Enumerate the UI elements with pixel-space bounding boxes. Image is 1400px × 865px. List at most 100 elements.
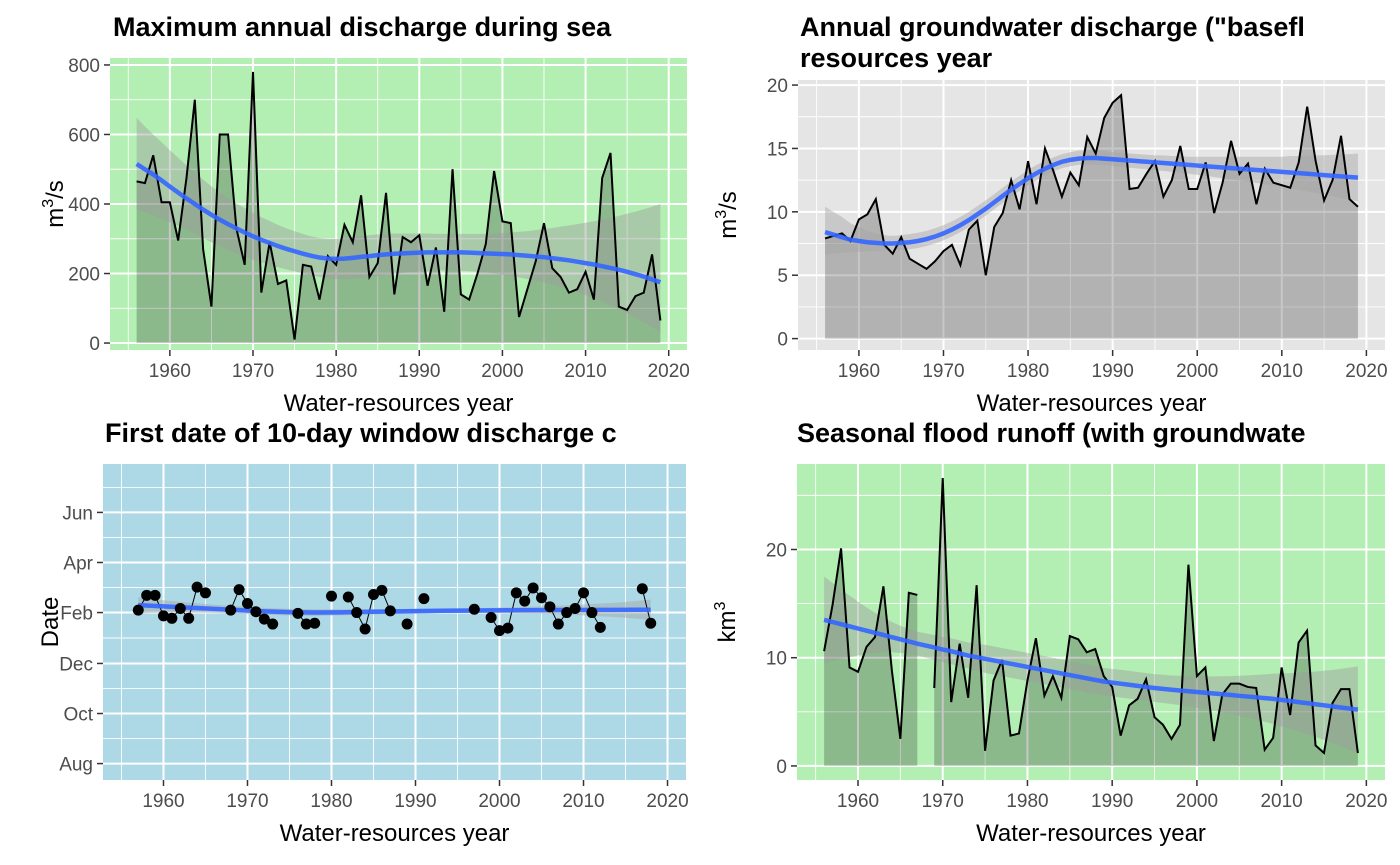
x-tick-label: 1960 bbox=[838, 361, 880, 382]
x-tick-label: 1990 bbox=[398, 361, 440, 382]
y-tick-label: 600 bbox=[68, 125, 100, 146]
data-point bbox=[468, 603, 480, 615]
data-point bbox=[300, 618, 312, 630]
panel-title-group: Maximum annual discharge during sea bbox=[113, 12, 612, 42]
panel-title: First date of 10-day window discharge c bbox=[105, 418, 617, 448]
plot-background bbox=[103, 464, 686, 780]
data-point bbox=[258, 613, 270, 625]
y-tick-label: 200 bbox=[68, 265, 100, 286]
x-tick-label: 1960 bbox=[142, 791, 184, 812]
x-tick-label: 2000 bbox=[1176, 361, 1218, 382]
y-tick-label: 400 bbox=[68, 195, 100, 216]
x-tick-label: 2010 bbox=[562, 791, 604, 812]
data-point bbox=[485, 611, 497, 623]
x-tick-label: 2010 bbox=[564, 361, 606, 382]
y-axis-title-rest: /s bbox=[715, 191, 742, 210]
data-area bbox=[136, 71, 661, 344]
y-tick-label: 20 bbox=[766, 540, 787, 561]
data-point bbox=[536, 592, 548, 604]
x-axis-title: Water-resources year bbox=[977, 390, 1207, 417]
data-point bbox=[351, 607, 363, 619]
y-axis-title-sup: 3 bbox=[712, 601, 729, 610]
data-point bbox=[309, 617, 321, 629]
data-point bbox=[384, 605, 396, 617]
x-tick-label: 2000 bbox=[481, 361, 523, 382]
y-tick-label: 0 bbox=[776, 757, 787, 778]
x-tick-label: 2020 bbox=[1345, 361, 1387, 382]
y-tick-label: 15 bbox=[767, 139, 788, 160]
panel-title-group: Annual groundwater discharge ("baseflres… bbox=[800, 12, 1305, 73]
data-point bbox=[561, 607, 573, 619]
x-tick-label: 2000 bbox=[478, 791, 520, 812]
y-axis-title-sup: 3 bbox=[40, 199, 57, 208]
data-area bbox=[934, 478, 1358, 766]
panel-title: Maximum annual discharge during sea bbox=[113, 12, 612, 42]
x-tick-label: 2000 bbox=[1176, 791, 1218, 812]
panel-1: 0 200 400 600 800 1960 1970 1980 1990 2000 2010 202… bbox=[40, 12, 690, 417]
x-tick-label: 1990 bbox=[394, 791, 436, 812]
x-tick-label: 1980 bbox=[1007, 361, 1049, 382]
trend-line bbox=[135, 162, 662, 285]
data-point bbox=[645, 617, 657, 629]
x-axis-title: Water-resources year bbox=[280, 820, 510, 847]
data-point bbox=[141, 589, 153, 601]
data-point bbox=[225, 604, 237, 616]
data-point bbox=[241, 598, 253, 610]
data-point bbox=[183, 612, 195, 624]
x-tick-label: 1970 bbox=[922, 361, 964, 382]
y-axis-title-base: m bbox=[42, 208, 69, 228]
y-tick-label: Feb bbox=[60, 604, 93, 625]
x-tick-label: 1970 bbox=[922, 791, 964, 812]
data-point bbox=[342, 591, 354, 603]
panel-4: 0 10 20 1960 1970 1980 1990 2000 2010 2020 Water-r… bbox=[712, 418, 1388, 847]
x-axis-title: Water-resources year bbox=[976, 820, 1206, 847]
x-tick-label: 2010 bbox=[1261, 361, 1303, 382]
data-point bbox=[174, 602, 186, 614]
y-tick-label: 5 bbox=[777, 266, 788, 287]
confidence-band bbox=[824, 576, 1358, 753]
trend-line bbox=[824, 155, 1359, 246]
x-tick-label: 1960 bbox=[837, 791, 879, 812]
data-line bbox=[824, 93, 1359, 276]
data-area bbox=[825, 95, 1358, 339]
data-point bbox=[418, 593, 430, 605]
data-point bbox=[367, 589, 379, 601]
data-point bbox=[494, 625, 506, 637]
data-point bbox=[325, 590, 337, 602]
data-point bbox=[149, 589, 161, 601]
panel-title-group: First date of 10-day window discharge c bbox=[105, 418, 617, 448]
x-tick-label: 1970 bbox=[232, 361, 274, 382]
data-point bbox=[157, 610, 169, 622]
x-tick-label: 2020 bbox=[1345, 791, 1387, 812]
y-tick-label: 0 bbox=[89, 334, 100, 355]
x-tick-label: 2010 bbox=[1260, 791, 1302, 812]
data-point bbox=[594, 621, 606, 633]
x-tick-label: 1960 bbox=[149, 361, 191, 382]
x-axis-title: Water-resources year bbox=[284, 390, 514, 417]
y-tick-label: 10 bbox=[766, 649, 787, 670]
y-axis-title-sup: 3 bbox=[713, 210, 730, 219]
data-point bbox=[401, 618, 413, 630]
data-line bbox=[641, 588, 652, 624]
data-point bbox=[552, 618, 564, 630]
y-axis-title-rest: /s bbox=[42, 180, 69, 199]
data-point bbox=[191, 581, 203, 593]
data-point bbox=[376, 584, 388, 596]
y-tick-label: 10 bbox=[767, 203, 788, 224]
data-point bbox=[292, 607, 304, 619]
x-tick-label: 1980 bbox=[310, 791, 352, 812]
panel-title: Annual groundwater discharge ("basefl bbox=[800, 12, 1305, 42]
data-point bbox=[544, 601, 556, 613]
data-point bbox=[233, 584, 245, 596]
panel-title-group: Seasonal flood runoff (with groundwate bbox=[797, 418, 1305, 448]
x-tick-label: 1980 bbox=[315, 361, 357, 382]
y-tick-label: Jun bbox=[62, 503, 93, 524]
data-line bbox=[136, 71, 662, 340]
x-tick-label: 1990 bbox=[1092, 361, 1134, 382]
y-tick-label: 20 bbox=[767, 76, 788, 97]
data-point bbox=[502, 622, 514, 634]
data-line bbox=[823, 548, 918, 740]
data-point bbox=[250, 606, 262, 618]
y-axis-title-base: km bbox=[714, 610, 741, 642]
